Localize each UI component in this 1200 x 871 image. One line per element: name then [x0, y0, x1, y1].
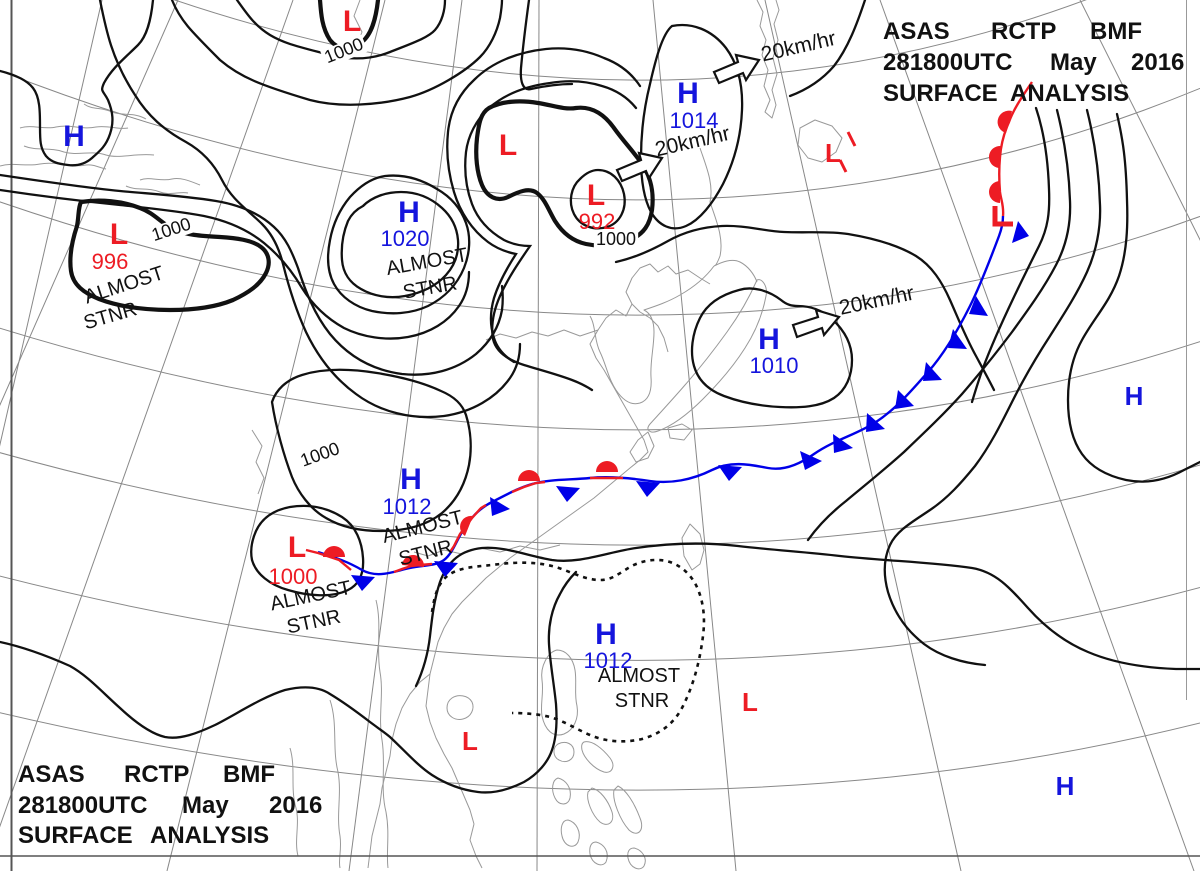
svg-text:H: H — [398, 196, 420, 229]
svg-text:STNR: STNR — [615, 690, 669, 712]
svg-text:RCTP: RCTP — [991, 18, 1056, 45]
svg-text:H: H — [595, 618, 617, 651]
svg-text:BMF: BMF — [1090, 18, 1142, 45]
svg-text:281800UTC: 281800UTC — [18, 792, 147, 819]
svg-text:H: H — [1125, 381, 1144, 411]
svg-text:2016: 2016 — [269, 792, 322, 819]
svg-text:1012: 1012 — [584, 648, 633, 673]
svg-text:L: L — [742, 687, 758, 717]
svg-text:H: H — [63, 120, 85, 153]
svg-text:H: H — [758, 323, 780, 356]
svg-text:1000: 1000 — [269, 564, 318, 589]
svg-text:2016: 2016 — [1131, 49, 1184, 76]
svg-text:996: 996 — [92, 249, 129, 274]
svg-text:281800UTC: 281800UTC — [883, 49, 1012, 76]
svg-text:ASAS: ASAS — [883, 18, 950, 45]
svg-text:L: L — [462, 726, 478, 756]
svg-text:RCTP: RCTP — [124, 761, 189, 788]
svg-text:SURFACE: SURFACE — [883, 80, 998, 107]
svg-text:1000: 1000 — [596, 229, 636, 249]
svg-text:May: May — [182, 792, 229, 819]
svg-text:L: L — [825, 138, 841, 168]
svg-text:SURFACE: SURFACE — [18, 822, 133, 849]
svg-text:1012: 1012 — [383, 494, 432, 519]
svg-text:H: H — [677, 77, 699, 110]
svg-text:L: L — [288, 531, 306, 564]
svg-text:L: L — [110, 218, 128, 251]
svg-text:L: L — [343, 5, 361, 38]
svg-text:ALMOST: ALMOST — [598, 665, 680, 687]
svg-text:1014: 1014 — [670, 108, 719, 133]
svg-text:H: H — [1056, 771, 1075, 801]
svg-text:May: May — [1050, 49, 1097, 76]
svg-text:ANALYSIS: ANALYSIS — [1010, 80, 1129, 107]
svg-text:L: L — [587, 179, 605, 212]
svg-text:BMF: BMF — [223, 761, 275, 788]
svg-text:ANALYSIS: ANALYSIS — [150, 822, 269, 849]
svg-text:1010: 1010 — [750, 353, 799, 378]
svg-text:1020: 1020 — [381, 226, 430, 251]
svg-text:992: 992 — [579, 209, 616, 234]
svg-text:H: H — [400, 463, 422, 496]
svg-text:ASAS: ASAS — [18, 761, 85, 788]
svg-text:L: L — [499, 129, 517, 162]
